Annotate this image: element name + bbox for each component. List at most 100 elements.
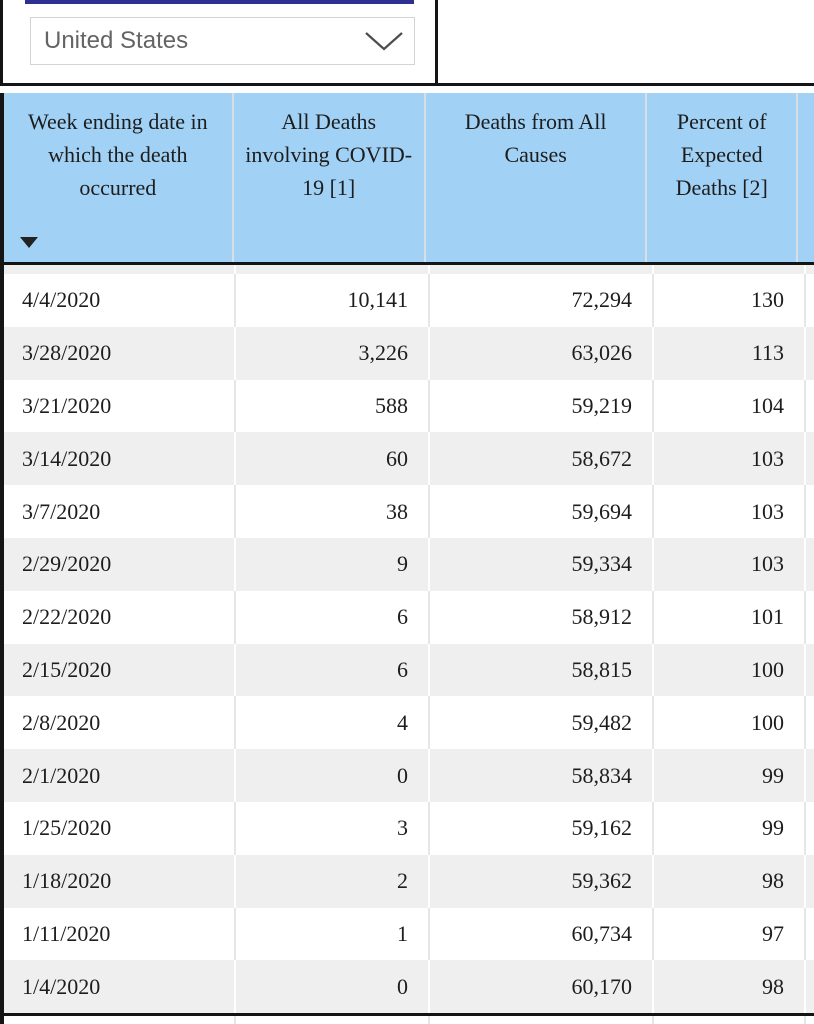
table-cell: 6	[236, 643, 430, 697]
column-header-percent-expected[interactable]: Percent of Expected Deaths [2]	[647, 93, 799, 262]
table-cell-overflow	[806, 908, 814, 961]
table-cell-overflow	[806, 696, 814, 749]
table-cell: 101	[654, 590, 806, 644]
table-cell-overflow	[806, 327, 814, 380]
table-cell: 6	[236, 590, 430, 644]
table-cell: 99	[654, 749, 806, 802]
column-header-label: Deaths from All Causes	[464, 109, 607, 167]
column-header-label: Week ending date in which the death occu…	[27, 109, 208, 200]
table-cell: 98	[654, 960, 806, 1014]
table-cell: 3/28/2020	[4, 326, 236, 380]
table-cell: 3	[236, 801, 430, 855]
table-cell: 104	[654, 379, 806, 433]
table-cell-overflow	[806, 644, 814, 697]
table-cell: 1	[236, 907, 430, 961]
table-cell: 38	[236, 485, 430, 538]
table-cell: 3/7/2020	[4, 485, 236, 538]
table-cell-overflow	[806, 960, 814, 1013]
table-cell-overflow	[806, 591, 814, 644]
table-row[interactable]: 2/1/2020 0 58,834 99	[4, 749, 814, 802]
table-cell: 2/1/2020	[4, 749, 236, 802]
table-cell: 9	[236, 537, 430, 591]
table-cell: 58,912	[430, 590, 654, 644]
table-row[interactable]: 1/25/2020 3 59,162 99	[4, 801, 814, 855]
table-cell: 2/22/2020	[4, 590, 236, 644]
table-cell: 58,672	[430, 432, 654, 486]
table-cell: 3/21/2020	[4, 379, 236, 433]
table-cell: 113	[654, 326, 806, 380]
column-header-label: Percent of Expected Deaths [2]	[675, 109, 768, 200]
table-body: 4/4/2020 10,141 72,294 130 3/28/2020 3,226 63,…	[4, 274, 814, 1014]
table-cell: 2/15/2020	[4, 643, 236, 697]
region-selector-panel: United States	[0, 0, 438, 86]
table-cell: 2	[236, 854, 430, 908]
table-cell: 59,482	[430, 696, 654, 750]
table-cell: 588	[236, 379, 430, 433]
table-cell: 98	[654, 854, 806, 908]
column-header-covid-deaths[interactable]: All Deaths involving COVID-19 [1]	[234, 93, 426, 262]
table-cell-overflow	[806, 749, 814, 802]
table-cell-overflow	[806, 274, 814, 327]
column-header-all-causes[interactable]: Deaths from All Causes	[426, 93, 648, 262]
table-cell: 99	[654, 801, 806, 855]
table-cell: 3/14/2020	[4, 432, 236, 486]
table-cell: 60,170	[430, 960, 654, 1014]
table-cell: 60,734	[430, 907, 654, 961]
table-row[interactable]: 2/8/2020 4 59,482 100	[4, 696, 814, 750]
table-cell: 2/8/2020	[4, 696, 236, 750]
table-row[interactable]: 2/15/2020 6 58,815 100	[4, 643, 814, 697]
table-row[interactable]: 2/29/2020 9 59,334 103	[4, 537, 814, 591]
table-cell: 59,162	[430, 801, 654, 855]
table-row[interactable]: 1/18/2020 2 59,362 98	[4, 854, 814, 908]
table-row[interactable]: 4/4/2020 10,141 72,294 130	[4, 274, 814, 327]
table-cell: 60	[236, 432, 430, 486]
table-cell: 59,694	[430, 485, 654, 538]
chevron-down-icon	[365, 32, 403, 51]
table-cell: 97	[654, 907, 806, 961]
table-cell: 4/4/2020	[4, 274, 236, 327]
table-cell-overflow	[806, 432, 814, 485]
column-header-label: All Deaths involving COVID-19 [1]	[245, 109, 413, 200]
table-row[interactable]: 2/22/2020 6 58,912 101	[4, 590, 814, 644]
table-cell: 59,334	[430, 537, 654, 591]
table-cell: 3,226	[236, 326, 430, 380]
table-cell: 1/25/2020	[4, 801, 236, 855]
table-cell-overflow	[806, 855, 814, 908]
table-cell: 0	[236, 749, 430, 802]
table-cell: 63,026	[430, 326, 654, 380]
column-header-overflow	[798, 93, 814, 262]
table-row[interactable]: 3/14/2020 60 58,672 103	[4, 432, 814, 486]
table-cell: 130	[654, 274, 806, 327]
table-cell: 59,362	[430, 854, 654, 908]
table-cell: 1/11/2020	[4, 907, 236, 961]
table-cell: 1/18/2020	[4, 854, 236, 908]
table-row[interactable]: 3/21/2020 588 59,219 104	[4, 379, 814, 433]
table-cell: 1/4/2020	[4, 960, 236, 1014]
partial-row-bottom	[4, 1016, 814, 1024]
table-cell: 58,834	[430, 749, 654, 802]
data-table: Week ending date in which the death occu…	[0, 93, 814, 1024]
table-cell: 4	[236, 696, 430, 750]
table-row[interactable]: 1/4/2020 0 60,170 98	[4, 960, 814, 1014]
table-row[interactable]: 3/28/2020 3,226 63,026 113	[4, 326, 814, 380]
table-cell-overflow	[806, 380, 814, 433]
table-cell: 10,141	[236, 274, 430, 327]
sort-descending-icon	[20, 237, 38, 248]
table-cell-overflow	[806, 538, 814, 591]
table-cell: 72,294	[430, 274, 654, 327]
table-header-row: Week ending date in which the death occu…	[4, 93, 814, 262]
table-cell: 58,815	[430, 643, 654, 697]
partial-row-top	[4, 265, 814, 274]
table-row[interactable]: 3/7/2020 38 59,694 103	[4, 485, 814, 538]
table-cell: 59,219	[430, 379, 654, 433]
table-cell: 103	[654, 432, 806, 486]
column-header-week-ending-date[interactable]: Week ending date in which the death occu…	[4, 93, 234, 262]
table-cell-overflow	[806, 485, 814, 538]
region-dropdown-value: United States	[44, 27, 189, 54]
region-dropdown[interactable]: United States	[30, 17, 415, 65]
table-cell-overflow	[806, 802, 814, 855]
table-bottom-divider	[4, 1013, 814, 1017]
table-row[interactable]: 1/11/2020 1 60,734 97	[4, 907, 814, 961]
table-cell: 100	[654, 696, 806, 750]
